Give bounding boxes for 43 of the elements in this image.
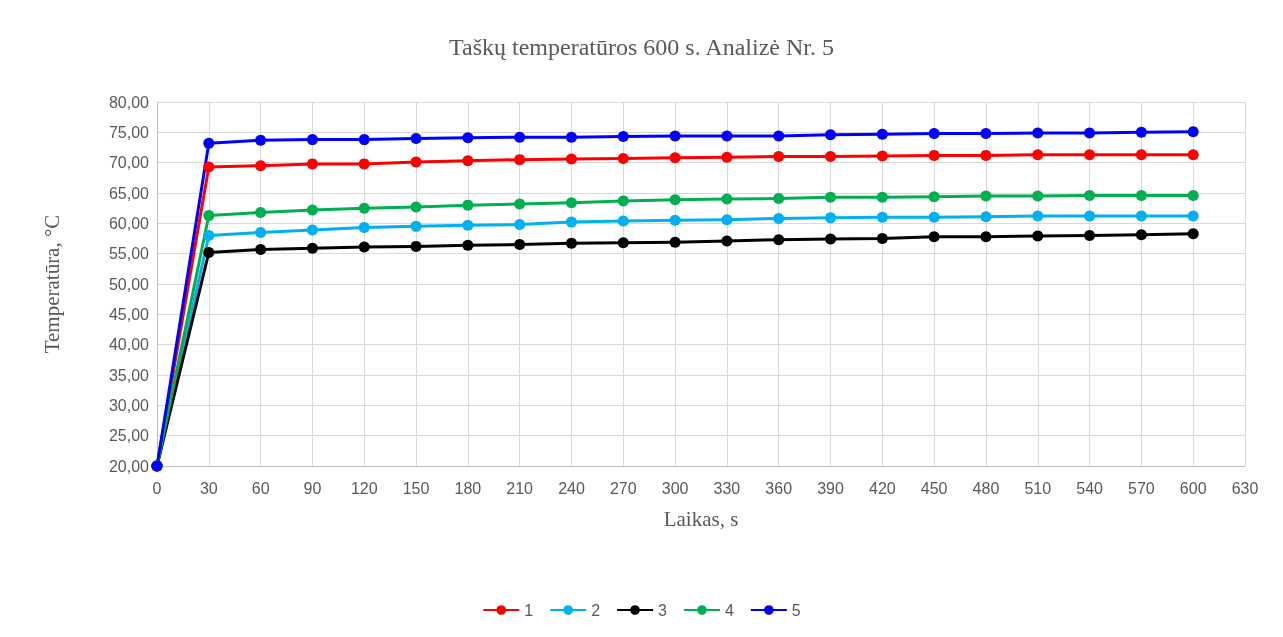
x-tick-label: 390: [817, 479, 844, 497]
legend-label: 1: [524, 601, 534, 619]
x-axis-title: Laikas, s: [663, 506, 739, 531]
x-tick-label: 540: [1076, 479, 1104, 497]
y-tick-label: 25,00: [108, 427, 150, 445]
x-tick-label: 90: [303, 479, 322, 497]
chart-title: Taškų temperatūros 600 s. Analizė Nr. 5: [449, 34, 834, 60]
legend-label: 3: [658, 601, 668, 619]
x-tick-label: 240: [558, 479, 585, 497]
y-tick-label: 55,00: [108, 245, 150, 263]
legend-label: 5: [791, 601, 801, 619]
x-tick-label: 510: [1024, 479, 1052, 497]
x-tick-label: 150: [402, 479, 430, 497]
x-tick-label: 360: [765, 479, 793, 497]
y-tick-label: 50,00: [108, 275, 150, 293]
x-tick-label: 450: [920, 479, 948, 497]
y-axis-title: Temperatūra, °C: [39, 214, 64, 354]
x-tick-label: 330: [713, 479, 741, 497]
x-tick-label: 480: [972, 479, 1000, 497]
y-tick-label: 45,00: [108, 305, 150, 323]
y-tick-label: 60,00: [108, 214, 150, 232]
x-tick-label: 180: [454, 479, 482, 497]
x-tick-label: 600: [1179, 479, 1207, 497]
x-tick-label: 630: [1231, 479, 1259, 497]
x-tick-label: 60: [251, 479, 270, 497]
x-tick-label: 420: [868, 479, 896, 497]
y-tick-label: 75,00: [108, 123, 150, 141]
y-tick-label: 40,00: [108, 336, 150, 354]
y-tick-label: 70,00: [108, 154, 150, 172]
y-tick-label: 65,00: [108, 184, 150, 202]
x-tick-label: 300: [661, 479, 689, 497]
x-tick-label: 0: [152, 479, 162, 497]
x-tick-label: 30: [199, 479, 218, 497]
x-tick-label: 120: [350, 479, 378, 497]
y-tick-label: 30,00: [108, 396, 150, 414]
legend-label: 4: [724, 601, 734, 619]
x-tick-label: 270: [609, 479, 637, 497]
y-tick-label: 80,00: [108, 93, 150, 111]
x-tick-label: 210: [506, 479, 534, 497]
legend-label: 2: [591, 601, 601, 619]
y-tick-label: 20,00: [108, 457, 150, 475]
x-tick-label: 570: [1128, 479, 1155, 497]
y-tick-label: 35,00: [108, 366, 150, 384]
